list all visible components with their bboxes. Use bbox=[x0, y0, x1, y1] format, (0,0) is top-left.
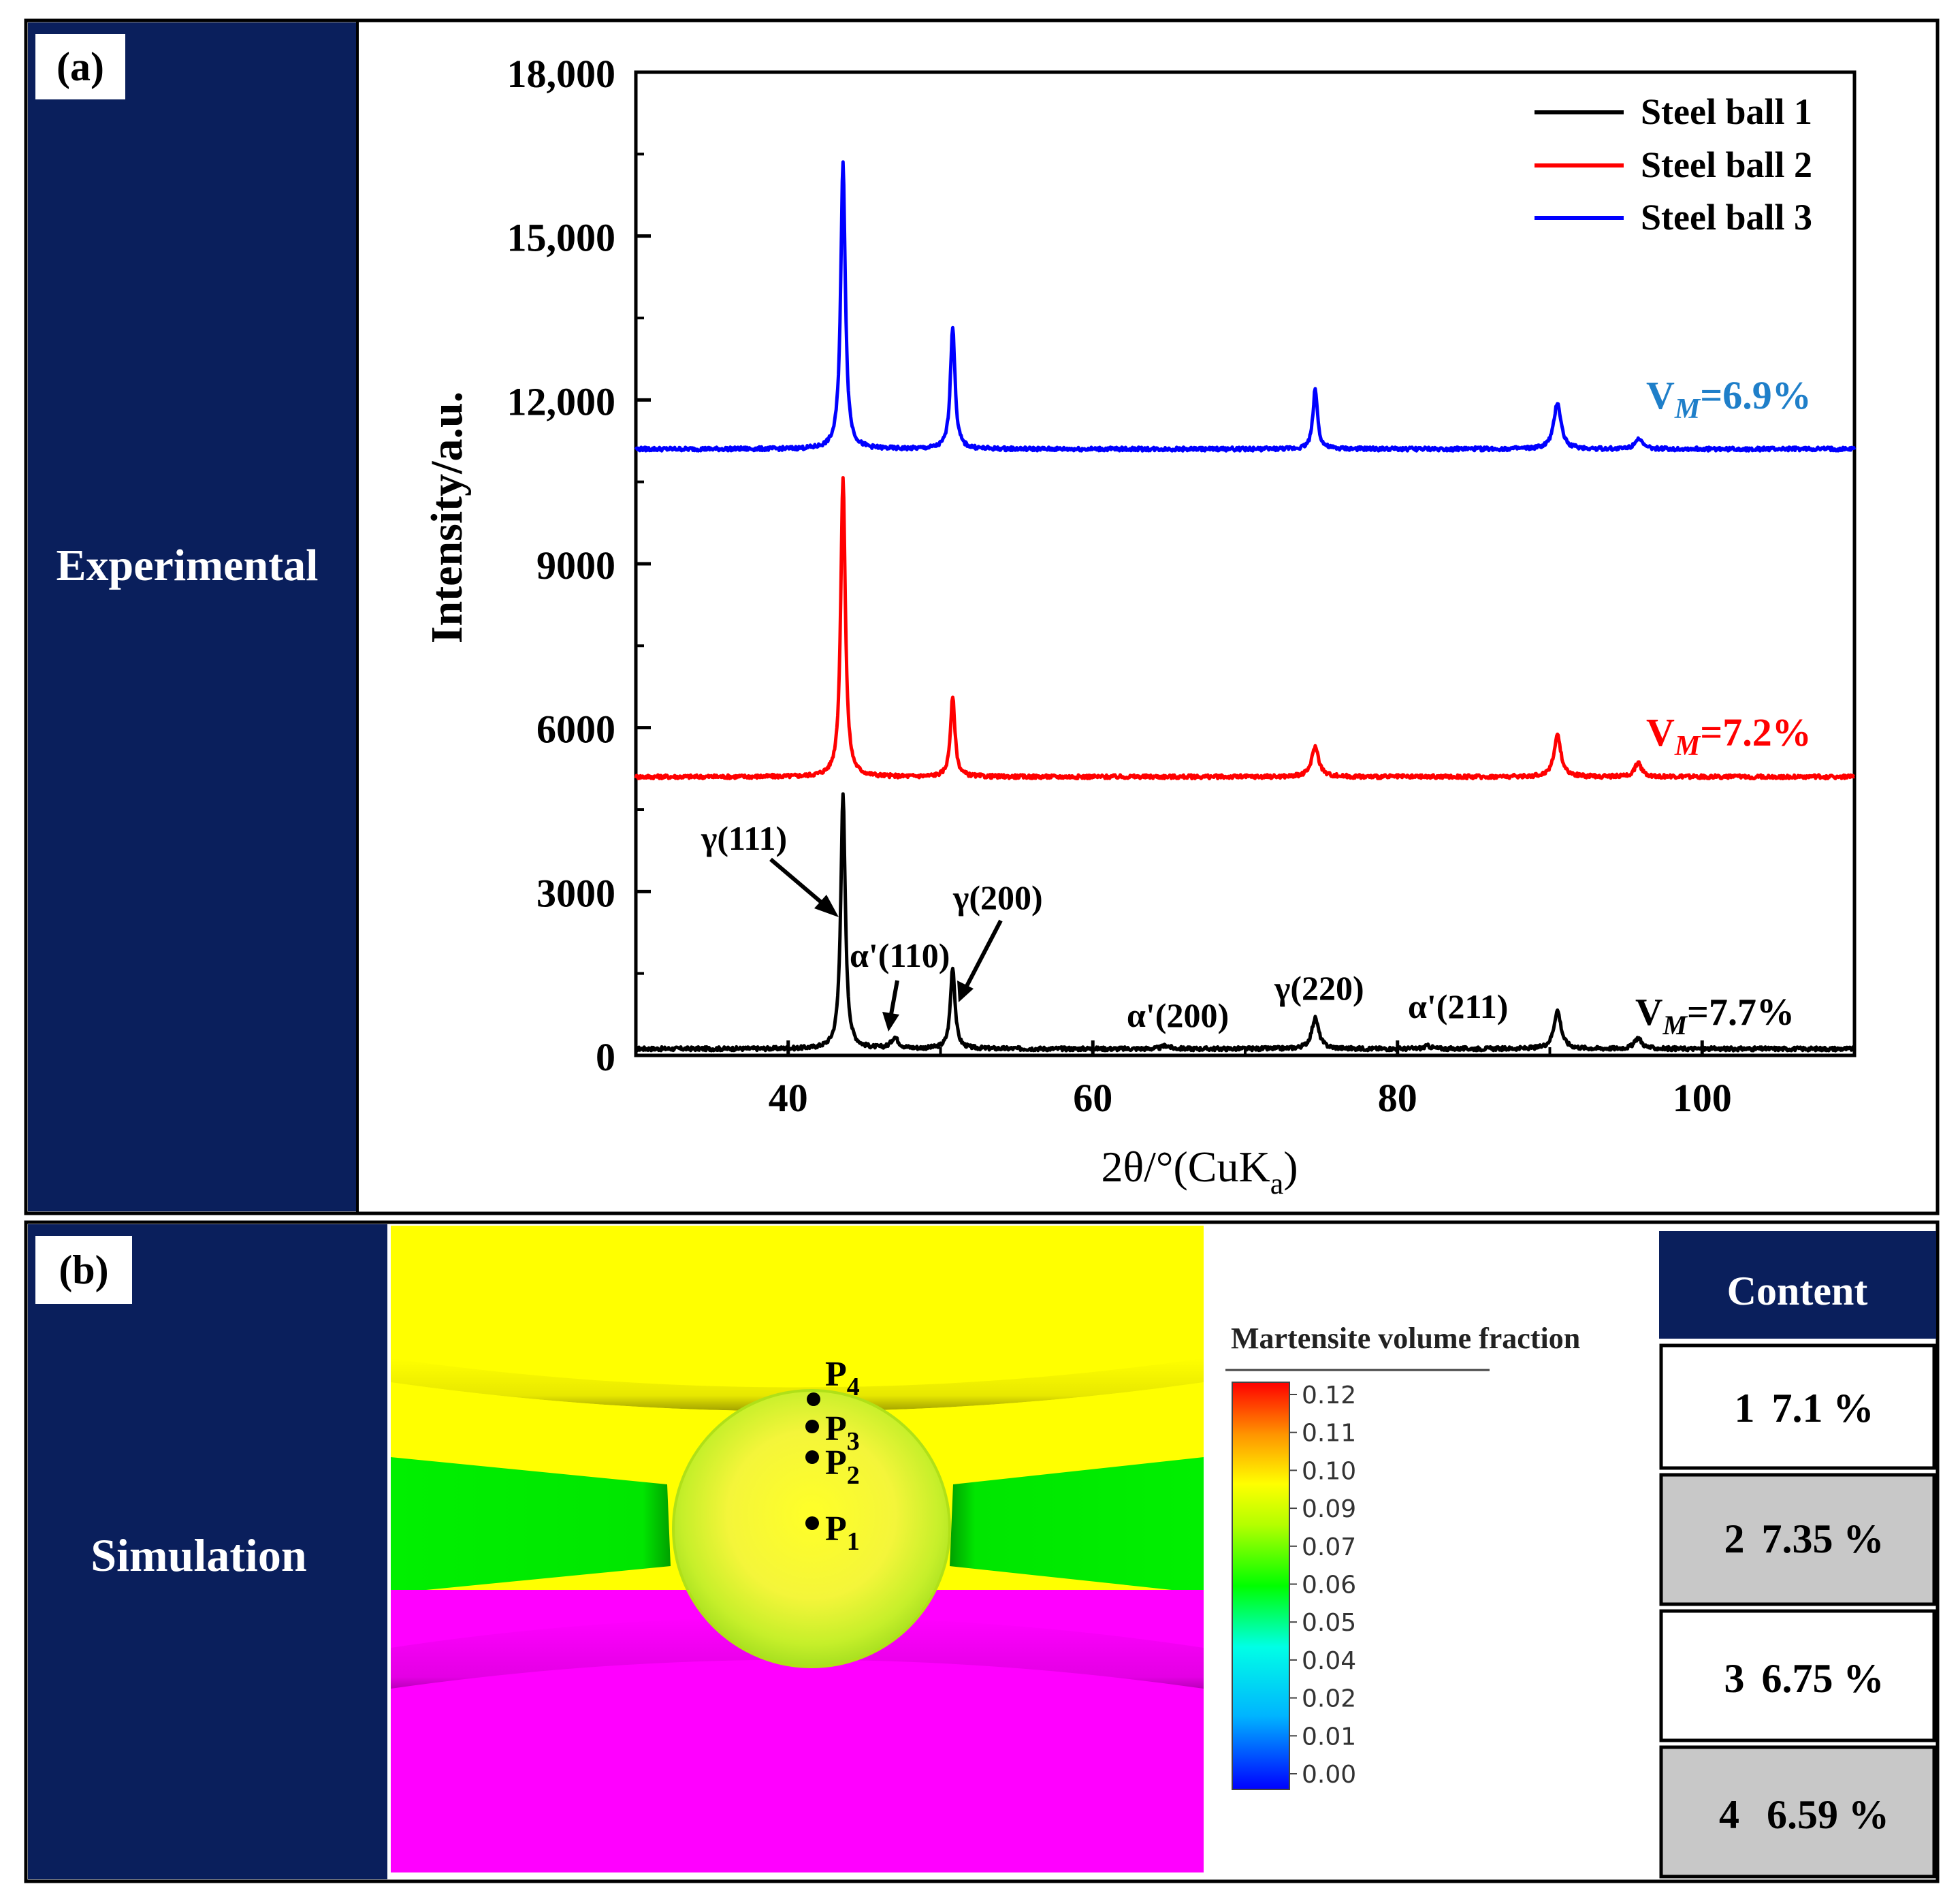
panel-b: (b) Simulation P4 P3 P2 P1 bbox=[24, 1220, 1940, 1883]
table-row bbox=[1659, 1343, 1936, 1470]
cage-right bbox=[950, 1457, 1204, 1593]
table-row-1-text: 1 7.1 % bbox=[1735, 1386, 1874, 1431]
colorbar-title: Martensite volume fraction bbox=[1231, 1322, 1580, 1355]
y-tick-label: 9000 bbox=[536, 543, 615, 588]
point-p3-label: P3 bbox=[825, 1409, 860, 1456]
point-p4-label: P4 bbox=[825, 1355, 860, 1401]
legend-label-1: Steel ball 1 bbox=[1641, 91, 1812, 132]
x-tick-label: 100 bbox=[1673, 1076, 1732, 1120]
table-row bbox=[1659, 1473, 1936, 1606]
experimental-label: Experimental bbox=[57, 541, 319, 590]
table-row bbox=[1659, 1745, 1936, 1879]
table-row-4-text: 4 6.59 % bbox=[1719, 1792, 1889, 1837]
x-tick-label: 60 bbox=[1073, 1076, 1112, 1120]
panel-a-tag: (a) bbox=[57, 44, 104, 89]
colorbar-legend: Martensite volume fraction 0.120.110.100… bbox=[1225, 1322, 1580, 1790]
panel-b-frame bbox=[24, 1220, 1940, 1883]
series-line-1 bbox=[634, 792, 1857, 1053]
y-tick-label: 3000 bbox=[536, 871, 615, 915]
simulation-label: Simulation bbox=[91, 1529, 306, 1581]
colorbar-tick-label: 0.09 bbox=[1302, 1495, 1356, 1523]
panel-a-side-band bbox=[28, 22, 356, 1211]
x-tick-label: 80 bbox=[1378, 1076, 1417, 1120]
y-axis-label: Intensity/a.u. bbox=[422, 392, 472, 643]
panel-b-tag-box bbox=[35, 1236, 132, 1304]
series-line-3 bbox=[634, 160, 1857, 453]
panel-b-tag: (b) bbox=[59, 1247, 108, 1292]
vm-label-ball-1: VM=7.7% bbox=[1635, 991, 1795, 1040]
panel-b-side-band bbox=[28, 1224, 387, 1879]
colorbar-tick-label: 0.12 bbox=[1302, 1382, 1356, 1409]
arrow-gamma-200 bbox=[963, 919, 1003, 990]
y-tick-label: 18,000 bbox=[507, 52, 616, 96]
y-tick-label: 0 bbox=[596, 1035, 615, 1079]
arrowhead-alpha-110 bbox=[882, 1012, 899, 1032]
series-lines bbox=[634, 160, 1857, 1053]
legend-item-steel-ball-1: Steel ball 1 bbox=[1535, 91, 1812, 132]
arrow-gamma-111 bbox=[769, 857, 831, 911]
legend-item-steel-ball-2: Steel ball 2 bbox=[1535, 144, 1812, 185]
colorbar-tick-label: 0.02 bbox=[1302, 1685, 1356, 1713]
colorbar-tick-label: 0.07 bbox=[1302, 1533, 1356, 1561]
series-line-2 bbox=[634, 476, 1856, 781]
vm-label-ball-2: VM=7.2% bbox=[1646, 710, 1812, 762]
panel-a-frame bbox=[24, 18, 1940, 1215]
y-tick-label: 12,000 bbox=[507, 379, 616, 424]
colorbar-tick-label: 0.06 bbox=[1302, 1572, 1356, 1599]
annotation-alpha-211: α'(211) bbox=[1408, 987, 1508, 1025]
annotation-gamma-111: γ(111) bbox=[701, 819, 787, 857]
content-table: Content 1 7.1 % 2 7.35 % 3 6.75 % 4 6.59 % bbox=[1659, 1231, 1936, 1879]
legend-label-2: Steel ball 2 bbox=[1641, 144, 1812, 185]
annotation-alpha-200: α'(200) bbox=[1127, 996, 1229, 1034]
cage-left bbox=[391, 1457, 671, 1593]
colorbar-tick-label: 0.05 bbox=[1302, 1609, 1356, 1637]
arrowhead-gamma-200 bbox=[957, 981, 974, 1002]
annotation-alpha-110: α'(110) bbox=[850, 936, 950, 974]
point-p2-marker bbox=[805, 1450, 819, 1464]
point-p3-marker bbox=[805, 1420, 819, 1433]
colorbar-tick-label: 0.01 bbox=[1302, 1723, 1356, 1751]
colorbar-tick-label: 0.10 bbox=[1302, 1457, 1356, 1485]
point-p2-label: P2 bbox=[825, 1444, 860, 1490]
legend-label-3: Steel ball 3 bbox=[1641, 197, 1812, 238]
x-tick-label: 40 bbox=[769, 1076, 808, 1120]
annotation-gamma-220: γ(220) bbox=[1274, 969, 1364, 1007]
upper-raceway bbox=[391, 1358, 1204, 1412]
x-axis-label: 2θ/°(CuKa) bbox=[1101, 1143, 1298, 1200]
panel-a: (a) Experimental 0 3000 6000 9000 12,000 15,0… bbox=[24, 18, 1940, 1215]
colorbar-tick-label: 0.11 bbox=[1302, 1420, 1356, 1448]
table-row-3-text: 3 6.75 % bbox=[1724, 1656, 1884, 1701]
annotation-gamma-200: γ(200) bbox=[952, 878, 1043, 916]
colorbar bbox=[1232, 1382, 1290, 1790]
point-p1-label: P1 bbox=[825, 1510, 860, 1556]
measurement-points: P4 P3 P2 P1 bbox=[805, 1355, 860, 1556]
colorbar-tick-label: 0.04 bbox=[1302, 1647, 1356, 1675]
colorbar-tick-label: 0.00 bbox=[1302, 1761, 1356, 1789]
colorbar-ticks: 0.12 0.11 0.10 0.09 0.07 0.06 0.05 0.04 0.02 0.01… bbox=[1289, 1382, 1356, 1789]
table-row bbox=[1659, 1609, 1936, 1742]
simulation-render bbox=[391, 1226, 1204, 1872]
vm-label-ball-3: VM=6.9% bbox=[1646, 373, 1812, 425]
peak-annotations: γ(111) α'(110) γ(200) α'(200) γ(220) α'(… bbox=[701, 819, 1508, 1034]
panel-a-tag-box bbox=[35, 34, 125, 99]
arrow-alpha-110 bbox=[888, 980, 899, 1019]
legend: Steel ball 1 Steel ball 2 Steel ball 3 bbox=[1535, 91, 1812, 238]
arrowhead-gamma-111 bbox=[814, 895, 839, 917]
table-header-cell bbox=[1659, 1231, 1936, 1339]
y-axis: 0 3000 6000 9000 12,000 15,000 18,000 bbox=[507, 52, 651, 1079]
y-tick-label: 15,000 bbox=[507, 216, 616, 260]
lower-race-inner bbox=[391, 1659, 1204, 1872]
y-tick-label: 6000 bbox=[536, 707, 615, 752]
xrd-chart: 0 3000 6000 9000 12,000 15,000 18,000 40 60 80 10… bbox=[422, 52, 1857, 1200]
legend-item-steel-ball-3: Steel ball 3 bbox=[1535, 197, 1812, 238]
point-p4-marker bbox=[807, 1392, 820, 1406]
table-header: Content bbox=[1727, 1269, 1868, 1313]
x-axis: 40 60 80 100 bbox=[634, 1040, 1856, 1120]
table-row-2-text: 2 7.35 % bbox=[1724, 1516, 1884, 1561]
point-p1-marker bbox=[805, 1516, 819, 1530]
